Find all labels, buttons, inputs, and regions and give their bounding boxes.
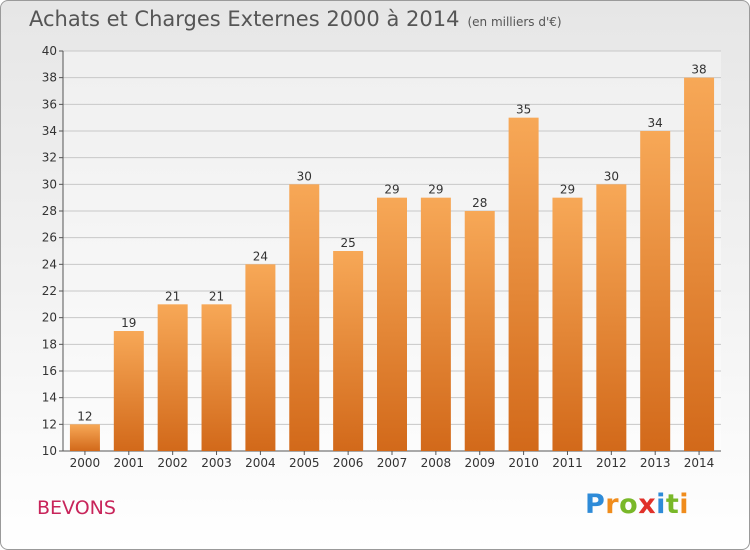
x-tick-label: 2008 <box>421 456 452 470</box>
bar-value-label: 29 <box>384 183 399 197</box>
x-tick-label: 2013 <box>640 456 671 470</box>
bar-value-label: 24 <box>253 249 268 263</box>
bar <box>596 184 627 452</box>
y-tick-label: 30 <box>42 177 57 191</box>
bar-value-label: 21 <box>165 289 180 303</box>
bar <box>157 304 188 451</box>
bar <box>552 197 583 451</box>
x-tick-label: 2000 <box>70 456 101 470</box>
bar-value-label: 38 <box>691 63 706 77</box>
y-tick-label: 26 <box>42 231 57 245</box>
bar <box>684 77 715 452</box>
bar <box>508 117 539 452</box>
y-tick-label: 34 <box>42 124 57 138</box>
y-tick-label: 36 <box>42 97 57 111</box>
bar <box>377 197 407 451</box>
x-tick-label: 2007 <box>377 456 408 470</box>
chart-title: Achats et Charges Externes 2000 à 2014 <box>29 7 460 31</box>
bar-value-label: 30 <box>297 169 312 183</box>
bar-value-label: 19 <box>121 316 136 330</box>
bar <box>201 304 232 451</box>
bar <box>464 211 495 451</box>
x-tick-label: 2003 <box>201 456 232 470</box>
chart-subtitle: (en milliers d'€) <box>467 15 562 29</box>
bar <box>420 197 451 451</box>
bar-value-label: 29 <box>428 183 443 197</box>
bar-value-label: 29 <box>560 183 575 197</box>
x-tick-label: 2009 <box>464 456 495 470</box>
x-tick-label: 2004 <box>245 456 276 470</box>
bar <box>289 184 320 452</box>
y-tick-label: 20 <box>42 311 57 325</box>
y-tick-label: 10 <box>42 444 57 458</box>
x-tick-label: 2010 <box>508 456 539 470</box>
bar-value-label: 21 <box>209 289 224 303</box>
bar-value-label: 25 <box>340 236 355 250</box>
y-tick-label: 18 <box>42 337 57 351</box>
x-tick-label: 2001 <box>114 456 145 470</box>
bar-value-label: 34 <box>648 116 663 130</box>
x-tick-label: 2002 <box>157 456 188 470</box>
y-tick-label: 22 <box>42 284 57 298</box>
x-tick-label: 2011 <box>552 456 583 470</box>
y-tick-label: 12 <box>42 417 57 431</box>
bar <box>245 264 276 451</box>
y-tick-label: 16 <box>42 364 57 378</box>
y-tick-label: 38 <box>42 71 57 85</box>
x-tick-label: 2006 <box>333 456 364 470</box>
x-tick-label: 2005 <box>289 456 320 470</box>
commune-name: BEVONS <box>37 497 116 519</box>
bar <box>69 424 100 451</box>
x-tick-label: 2012 <box>596 456 627 470</box>
bar-value-label: 28 <box>472 196 487 210</box>
y-tick-label: 24 <box>42 257 57 271</box>
proxiti-logo: Proxiti <box>585 489 690 520</box>
x-tick-label: 2014 <box>684 456 715 470</box>
bar <box>113 331 144 451</box>
chart-title-block: Achats et Charges Externes 2000 à 2014 (e… <box>29 7 562 31</box>
y-tick-label: 32 <box>42 151 57 165</box>
y-tick-label: 14 <box>42 391 57 405</box>
y-tick-label: 40 <box>42 44 57 58</box>
bar-value-label: 12 <box>77 409 92 423</box>
y-tick-label: 28 <box>42 204 57 218</box>
bar <box>640 131 671 451</box>
bar-value-label: 35 <box>516 103 531 117</box>
bar <box>333 251 364 451</box>
bar-value-label: 30 <box>604 169 619 183</box>
